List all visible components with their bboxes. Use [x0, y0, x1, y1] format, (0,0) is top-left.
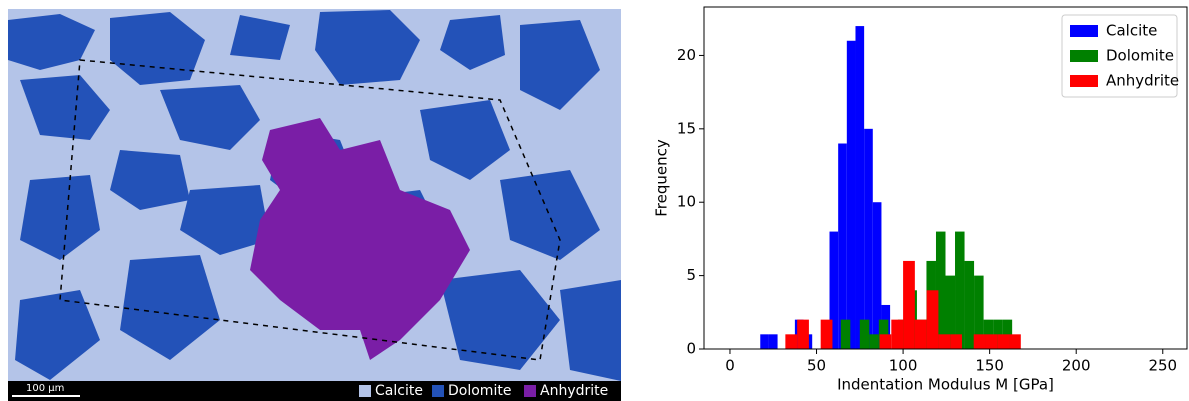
page: 100 µm Calcite Dolomite Anhydrite 050100… [0, 0, 1189, 401]
bar [785, 334, 797, 349]
histogram: 0 50 100 150 200 250 0 5 10 15 20 Indentation Modul… [653, 7, 1188, 394]
bar [864, 129, 873, 349]
x-tick-label: 0 [725, 357, 735, 375]
map-legend-label: Dolomite [448, 383, 511, 399]
bar [860, 320, 870, 349]
bar [838, 144, 847, 349]
bar [769, 334, 778, 349]
bar [974, 334, 986, 349]
x-tick-label: 200 [1062, 357, 1091, 375]
bar [997, 334, 1009, 349]
legend-label: Anhydrite [1106, 72, 1179, 90]
bar [915, 320, 927, 349]
x-tick-label: 50 [807, 357, 826, 375]
y-tick-label: 5 [686, 266, 696, 284]
bar [821, 320, 833, 349]
bar [927, 290, 939, 349]
bar [891, 320, 903, 349]
x-tick-label: 100 [889, 357, 918, 375]
bar [1009, 334, 1021, 349]
y-tick-label: 15 [677, 119, 696, 137]
map-legend-label: Calcite [375, 383, 423, 399]
bar [841, 320, 851, 349]
y-tick-label: 20 [677, 46, 696, 64]
legend-swatch [432, 385, 444, 397]
figure: 100 µm Calcite Dolomite Anhydrite 050100… [0, 0, 1189, 401]
bar [855, 26, 864, 349]
legend-swatch [1070, 25, 1098, 37]
map-legend-label: Anhydrite [540, 383, 608, 399]
y-axis-label: Frequency [653, 139, 671, 217]
legend-label: Dolomite [1106, 47, 1174, 65]
bar [955, 232, 965, 349]
bar [847, 41, 856, 349]
x-tick-label: 250 [1148, 357, 1177, 375]
x-tick-label: 150 [975, 357, 1004, 375]
x-axis-label: Indentation Modulus M [GPa] [837, 376, 1054, 394]
y-tick-label: 0 [686, 340, 696, 358]
bar [938, 334, 950, 349]
y-tick-label: 10 [677, 193, 696, 211]
mineral-map: 100 µm Calcite Dolomite Anhydrite [8, 9, 621, 401]
legend-label: Calcite [1106, 22, 1157, 40]
bar [760, 334, 769, 349]
bar [869, 334, 879, 349]
scale-label: 100 µm [26, 383, 64, 394]
legend-swatch [1070, 50, 1098, 62]
bar [880, 334, 892, 349]
bar [985, 334, 997, 349]
bar [797, 320, 809, 349]
legend-swatch [359, 385, 371, 397]
bar [903, 261, 915, 349]
legend-swatch [524, 385, 536, 397]
legend-swatch [1070, 75, 1098, 87]
bar [950, 334, 962, 349]
bar [965, 261, 975, 349]
